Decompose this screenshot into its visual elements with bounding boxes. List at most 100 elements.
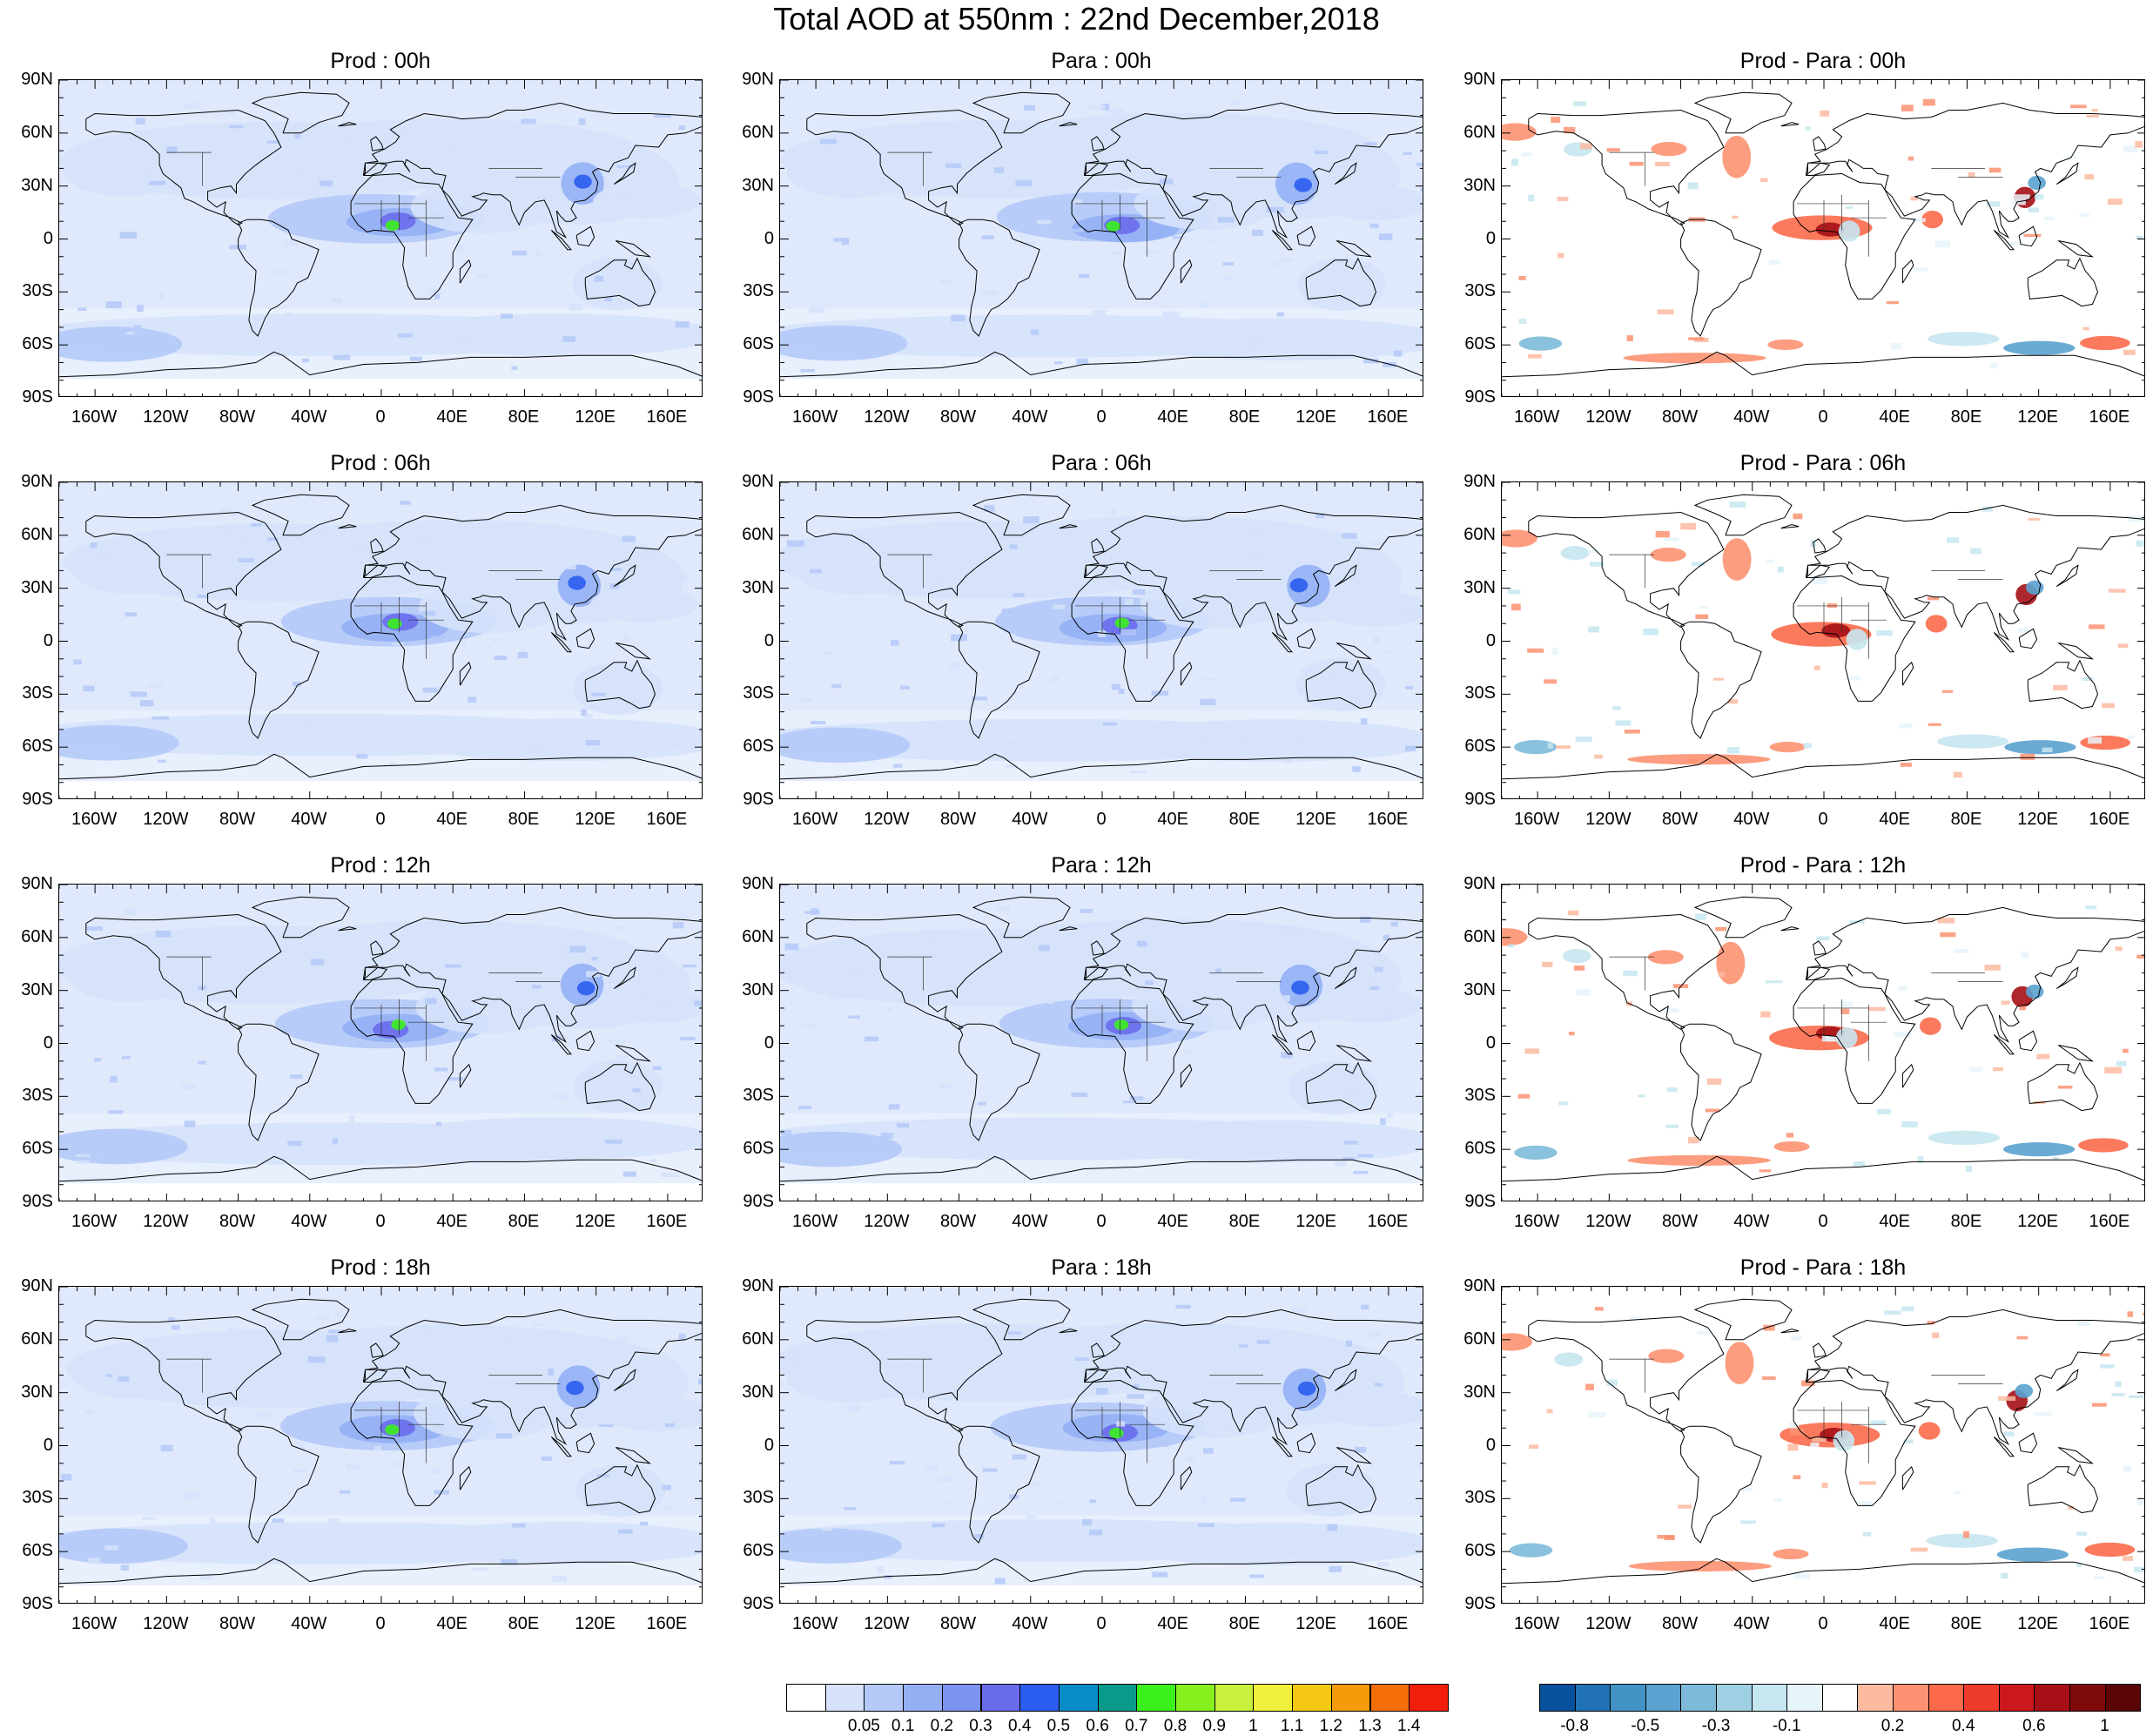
lon-tick-label: 80W: [924, 1614, 993, 1633]
lat-tick-label: 60S: [723, 1139, 774, 1158]
lon-tick-label: 160E: [1353, 810, 1423, 829]
lat-tick-label: 30S: [723, 683, 774, 703]
lon-tick-label: 160W: [780, 810, 850, 829]
colorbar-label: -0.1: [1760, 1717, 1813, 1736]
lat-tick-label: 0: [3, 631, 53, 650]
map-svg: [59, 1287, 703, 1604]
lon-tick-label: 40E: [1860, 1212, 1929, 1231]
map-area: [779, 1286, 1423, 1604]
map-svg: [1502, 885, 2145, 1201]
difference-field: [1502, 501, 2145, 777]
colorbar-swatch: [864, 1684, 904, 1712]
panel-title: Prod - Para : 18h: [1501, 1255, 2145, 1281]
lat-tick-label: 60S: [723, 334, 774, 353]
map-panel: Para : 06h: [779, 450, 1423, 768]
lon-tick-label: 120W: [851, 1614, 921, 1633]
map-panel: Prod : 06h: [58, 450, 703, 768]
lon-tick-label: 160E: [632, 1614, 702, 1633]
lat-tick-label: 90N: [1445, 472, 1496, 491]
lat-tick-label: 30S: [1445, 1488, 1496, 1507]
map-panel: Prod - Para : 06h: [1501, 450, 2145, 768]
map-area: [1501, 884, 2145, 1201]
lat-tick-label: 90S: [3, 387, 53, 407]
colorbar-swatch: [1928, 1684, 1965, 1712]
lon-tick-label: 120E: [2003, 1614, 2073, 1633]
lat-tick-label: 90S: [3, 1594, 53, 1613]
lat-tick-label: 60N: [1445, 927, 1496, 946]
aod-field: [59, 80, 703, 379]
lon-tick-label: 160W: [780, 1614, 850, 1633]
lat-tick-label: 90N: [723, 874, 774, 893]
lat-tick-label: 30N: [3, 578, 53, 597]
lat-tick-label: 90S: [3, 790, 53, 809]
lon-tick-label: 0: [346, 810, 415, 829]
map-svg: [1502, 80, 2145, 397]
lat-tick-label: 30N: [723, 980, 774, 999]
lon-tick-label: 120E: [2003, 810, 2073, 829]
lon-tick-label: 80W: [1645, 810, 1715, 829]
lat-tick-label: 90N: [723, 472, 774, 491]
colorbar-swatch: [1059, 1684, 1099, 1712]
lon-tick-label: 40W: [1717, 1614, 1786, 1633]
lat-tick-label: 30N: [3, 1383, 53, 1402]
lat-tick-label: 90S: [1445, 1594, 1496, 1613]
lat-tick-label: 90N: [3, 70, 53, 89]
lon-tick-label: 40W: [995, 407, 1065, 427]
lon-tick-label: 160E: [632, 407, 702, 427]
lat-tick-label: 60S: [1445, 737, 1496, 756]
lon-tick-label: 120W: [1573, 407, 1643, 427]
colorbar-swatch: [903, 1684, 943, 1712]
lon-tick-label: 120W: [851, 810, 921, 829]
lon-tick-label: 160W: [1502, 810, 1571, 829]
lon-tick-label: 120W: [851, 407, 921, 427]
lon-tick-label: 80W: [924, 1212, 993, 1231]
lat-tick-label: 60S: [1445, 1139, 1496, 1158]
map-area: [58, 481, 703, 799]
lon-tick-label: 160E: [2075, 407, 2144, 427]
aod-field: [59, 1287, 703, 1585]
lat-tick-label: 90S: [723, 790, 774, 809]
difference-field: [1502, 1307, 2145, 1579]
lat-tick-label: 90N: [723, 1276, 774, 1295]
difference-field: [1502, 905, 2145, 1172]
panel-title: Para : 06h: [779, 450, 1423, 476]
lon-tick-label: 40W: [274, 810, 344, 829]
lat-tick-label: 90N: [1445, 874, 1496, 893]
lat-tick-label: 60S: [3, 334, 53, 353]
lon-tick-label: 40E: [1138, 1212, 1208, 1231]
lat-tick-label: 60S: [1445, 334, 1496, 353]
lat-tick-label: 30S: [723, 1086, 774, 1105]
lon-tick-label: 80W: [203, 407, 272, 427]
lat-tick-label: 0: [723, 229, 774, 248]
colorbar-swatch: [1645, 1684, 1682, 1712]
colorbar-label: -0.8: [1549, 1717, 1601, 1736]
lon-tick-label: 120E: [561, 407, 630, 427]
colorbar-label: -0.5: [1619, 1717, 1672, 1736]
colorbar-swatch: [1175, 1684, 1215, 1712]
figure-title: Total AOD at 550nm : 22nd December,2018: [0, 0, 2153, 38]
colorbar-swatch: [1019, 1684, 1060, 1712]
lon-tick-label: 80E: [1931, 810, 2001, 829]
colorbar-swatch: [1963, 1684, 2000, 1712]
lon-tick-label: 0: [346, 407, 415, 427]
colorbar-swatch: [1575, 1684, 1611, 1712]
colorbar-swatch: [1893, 1684, 1929, 1712]
lat-tick-label: 0: [3, 1033, 53, 1053]
map-panel: Prod : 18h: [58, 1255, 703, 1572]
map-area: [58, 884, 703, 1201]
lon-tick-label: 120E: [561, 1614, 630, 1633]
lon-tick-label: 80W: [1645, 407, 1715, 427]
lon-tick-label: 160E: [2075, 810, 2144, 829]
map-panel: Prod - Para : 00h: [1501, 48, 2145, 366]
lon-tick-label: 40E: [417, 810, 487, 829]
lon-tick-label: 80E: [1209, 407, 1279, 427]
lon-tick-label: 120W: [1573, 1212, 1643, 1231]
lon-tick-label: 120E: [2003, 1212, 2073, 1231]
lon-tick-label: 160E: [1353, 1212, 1423, 1231]
lon-tick-label: 120E: [1282, 407, 1351, 427]
lon-tick-label: 40W: [274, 1212, 344, 1231]
map-panel: Prod : 12h: [58, 852, 703, 1170]
aod-field: [780, 885, 1423, 1183]
aod-field: [780, 1287, 1423, 1585]
lat-tick-label: 90S: [3, 1192, 53, 1211]
